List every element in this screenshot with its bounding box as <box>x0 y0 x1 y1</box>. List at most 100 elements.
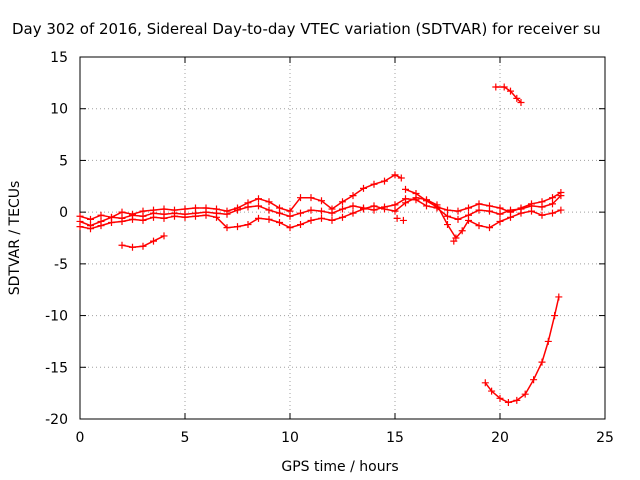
data-point <box>297 221 304 229</box>
data-point <box>399 216 407 224</box>
data-point <box>129 243 136 251</box>
data-point <box>87 215 94 223</box>
data-point <box>192 212 199 220</box>
data-point <box>528 207 535 215</box>
data-point <box>557 188 565 196</box>
data-point <box>223 224 231 232</box>
data-point <box>496 204 504 212</box>
data-point <box>370 202 378 210</box>
series-segment-early <box>118 232 168 251</box>
data-point <box>87 225 94 233</box>
data-point <box>557 206 565 214</box>
data-point <box>454 207 462 215</box>
data-point <box>160 232 168 240</box>
data-point <box>108 218 115 226</box>
data-point <box>97 222 105 230</box>
data-point <box>517 204 525 212</box>
y-tick-label: 10 <box>50 102 68 118</box>
data-point <box>475 222 483 230</box>
data-point <box>507 208 514 216</box>
data-point <box>370 180 378 188</box>
data-point <box>423 197 430 205</box>
data-point <box>213 213 220 221</box>
data-point <box>475 206 483 214</box>
data-point <box>255 195 262 203</box>
data-point <box>307 206 315 214</box>
data-point <box>349 202 357 210</box>
y-tick-label: -15 <box>45 360 68 376</box>
chart-title: Day 302 of 2016, Sidereal Day-to-day VTE… <box>12 20 601 38</box>
data-point <box>444 212 451 220</box>
data-point <box>475 200 483 208</box>
data-point <box>465 216 472 224</box>
data-point <box>139 242 147 250</box>
data-point <box>538 358 546 366</box>
data-point <box>549 194 556 202</box>
data-point <box>465 204 472 212</box>
data-point <box>521 390 529 398</box>
data-point <box>551 312 559 320</box>
y-tick-labels: -20 -15 -10 -5 0 5 10 15 <box>45 50 68 428</box>
data-point <box>507 87 514 95</box>
y-tick-label: -20 <box>45 412 68 428</box>
data-point <box>286 212 294 220</box>
data-point <box>339 213 346 221</box>
data-point <box>496 210 504 218</box>
series-band-extra <box>402 185 565 216</box>
data-point <box>328 209 336 217</box>
y-tick-label: 15 <box>50 50 68 66</box>
data-point <box>513 396 521 404</box>
data-point <box>496 394 504 402</box>
x-tick-labels: 0 5 10 15 20 25 <box>76 430 614 446</box>
data-point <box>433 203 441 211</box>
y-axis-label: SDTVAR / TECUs <box>7 181 23 296</box>
x-tick-label: 15 <box>386 430 404 446</box>
data-point <box>265 206 273 214</box>
data-point <box>402 185 409 193</box>
grid-lines <box>80 57 605 419</box>
data-point <box>118 241 126 249</box>
data-point <box>118 208 126 216</box>
data-point <box>500 83 508 91</box>
data-point <box>381 177 388 185</box>
y-tick-label: 0 <box>59 205 68 221</box>
series-segment-high <box>492 83 525 107</box>
data-point <box>393 214 401 222</box>
plot-frame <box>79 56 606 420</box>
data-point <box>517 99 525 107</box>
data-point <box>276 218 283 226</box>
data-point <box>444 206 451 214</box>
y-tick-label: -10 <box>45 309 68 325</box>
data-point <box>349 209 357 217</box>
data-point <box>234 223 241 231</box>
data-series <box>76 83 565 406</box>
data-point <box>549 209 556 217</box>
series-band-upper <box>76 171 405 223</box>
data-point <box>528 200 535 208</box>
data-point <box>538 198 546 206</box>
series-line <box>404 188 562 213</box>
data-point <box>530 376 538 384</box>
data-point <box>486 224 493 232</box>
data-point <box>202 211 210 219</box>
data-point <box>265 198 273 206</box>
data-point <box>504 398 512 406</box>
data-point <box>265 215 273 223</box>
data-point <box>555 293 563 301</box>
data-point <box>318 197 325 205</box>
data-point <box>244 221 252 229</box>
x-tick-label: 20 <box>491 430 509 446</box>
data-point <box>297 209 304 217</box>
x-tick-label: 10 <box>281 430 299 446</box>
data-point <box>538 211 546 219</box>
data-point <box>286 224 294 232</box>
data-point <box>391 171 399 179</box>
data-point <box>454 215 462 223</box>
data-point <box>255 202 262 210</box>
data-point <box>307 194 315 202</box>
data-point <box>150 213 157 221</box>
data-point <box>223 210 231 218</box>
data-point <box>307 216 315 224</box>
data-point <box>297 194 304 202</box>
data-point <box>171 212 178 220</box>
